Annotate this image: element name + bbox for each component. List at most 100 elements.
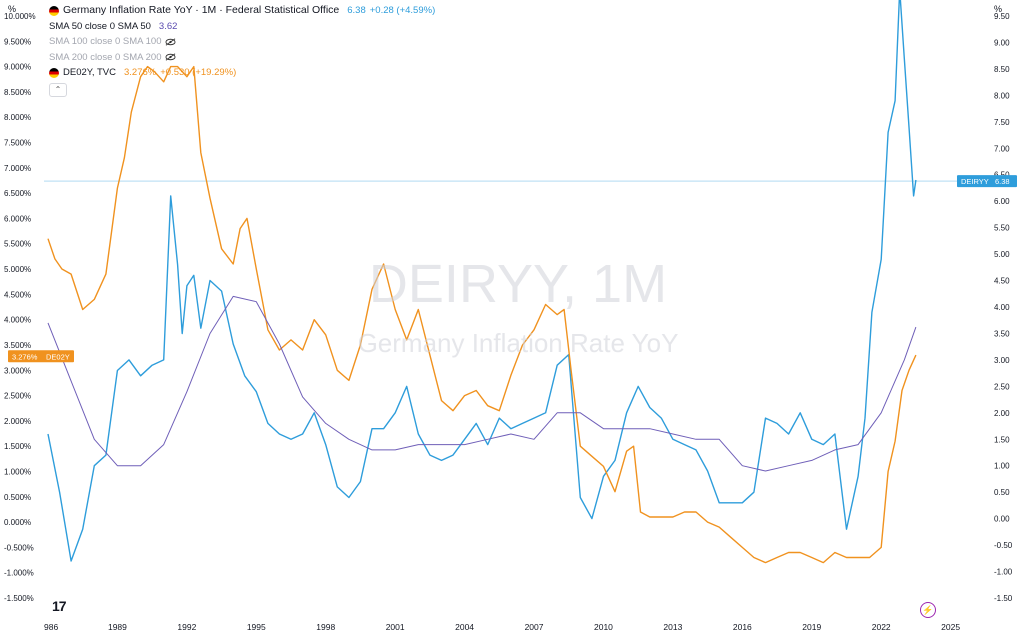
right-tick-label: 0.00 <box>994 515 1010 524</box>
series-line-de02y <box>47 65 917 564</box>
left-badge-label: DE02Y <box>46 352 70 361</box>
flash-icon[interactable]: ⚡ <box>920 602 936 618</box>
left-axis-unit: % <box>8 4 16 14</box>
left-tick-label: 10.000% <box>4 12 36 21</box>
x-tick-label: 1998 <box>316 622 335 632</box>
left-badge-value: 3.276% <box>12 352 38 361</box>
legend-de02y-change: +0.530 (+19.29%) <box>160 67 237 78</box>
right-tick-label: 8.00 <box>994 91 1010 100</box>
left-tick-label: 5.000% <box>4 265 31 274</box>
legend-sma200[interactable]: SMA 200 close 0 SMA 200 <box>49 50 435 66</box>
x-tick-label: 2022 <box>872 622 891 632</box>
left-tick-label: 0.500% <box>4 493 31 502</box>
x-tick-label: 1995 <box>247 622 266 632</box>
eye-hidden-icon[interactable] <box>165 53 177 61</box>
right-tick-label: 4.00 <box>994 303 1010 312</box>
axis-badges: 3.276% DE02Y DEIRYY 6.38 <box>8 175 1017 363</box>
tradingview-logo[interactable]: 17 <box>52 598 67 614</box>
right-tick-label: 3.00 <box>994 356 1010 365</box>
right-tick-label: 1.00 <box>994 462 1010 471</box>
x-tick-label: 2019 <box>802 622 821 632</box>
eye-hidden-icon[interactable] <box>165 38 177 46</box>
left-tick-label: 1.000% <box>4 467 31 476</box>
legend-main-title: Germany Inflation Rate YoY · 1M · Federa… <box>63 4 340 16</box>
germany-flag-icon <box>49 5 59 16</box>
legend: Germany Inflation Rate YoY · 1M · Federa… <box>49 3 435 97</box>
legend-sma100[interactable]: SMA 100 close 0 SMA 100 <box>49 34 435 50</box>
series-lines <box>44 0 988 564</box>
left-tick-label: -0.500% <box>4 543 34 552</box>
left-tick-label: 8.500% <box>4 88 31 97</box>
left-tick-label: 7.500% <box>4 139 31 148</box>
legend-sma100-name: SMA 100 close 0 SMA 100 <box>49 36 162 47</box>
legend-sma50-value: 3.62 <box>158 20 178 32</box>
left-price-axis[interactable]: 10.000% 9.500% 9.000% 8.500% 8.000% 7.500% 7.0… <box>4 12 36 603</box>
collapse-legend-chevron-up-icon[interactable]: ⌃ <box>49 82 67 97</box>
legend-de02y[interactable]: DE02Y, TVC 3.276% +0.530 (+19.29%) <box>49 65 435 81</box>
right-badge-label: DEIRYY <box>961 177 989 186</box>
right-tick-label: 7.00 <box>994 144 1010 153</box>
right-tick-label: 2.00 <box>994 409 1010 418</box>
left-tick-label: 9.500% <box>4 37 31 46</box>
right-tick-label: -1.00 <box>994 568 1013 577</box>
right-badge-value: 6.38 <box>995 177 1010 186</box>
x-tick-label: 2007 <box>525 622 544 632</box>
right-price-axis[interactable]: 9.509.008.508.007.507.006.506.005.505.00… <box>994 12 1013 603</box>
left-tick-label: 4.000% <box>4 316 31 325</box>
legend-sma50-name: SMA 50 close 0 SMA 50 <box>49 20 151 32</box>
x-tick-label: 2004 <box>455 622 474 632</box>
right-tick-label: 0.50 <box>994 488 1010 497</box>
x-tick-label: 2016 <box>733 622 752 632</box>
x-tick-label: 986 <box>44 622 58 632</box>
x-tick-label: 2001 <box>386 622 405 632</box>
left-badge-bg <box>8 350 74 363</box>
legend-main-change: +0.28 (+4.59%) <box>369 5 436 16</box>
right-tick-label: 4.50 <box>994 277 1010 286</box>
right-tick-label: 1.50 <box>994 435 1010 444</box>
legend-main-value: 6.38 <box>347 5 366 16</box>
left-tick-label: 3.000% <box>4 366 31 375</box>
x-tick-label: 2013 <box>663 622 682 632</box>
right-tick-label: 8.50 <box>994 65 1010 74</box>
germany-flag-icon <box>49 67 59 78</box>
right-badge-bg <box>957 175 1017 188</box>
left-tick-label: 8.000% <box>4 113 31 122</box>
right-tick-label: 5.00 <box>994 250 1010 259</box>
right-tick-label: -0.50 <box>994 541 1013 550</box>
time-axis[interactable]: 986 1989 1992 1995 1998 2001 2004 2007 2010 2013 2… <box>44 622 960 632</box>
right-tick-label: 2.50 <box>994 382 1010 391</box>
series-line-sma-50 <box>47 295 917 472</box>
x-tick-label: 2025 <box>941 622 960 632</box>
left-tick-label: -1.500% <box>4 594 34 603</box>
left-tick-label: 2.500% <box>4 392 31 401</box>
left-tick-label: 3.500% <box>4 341 31 350</box>
left-tick-label: 4.500% <box>4 290 31 299</box>
right-axis-unit: % <box>994 4 1002 14</box>
left-tick-label: 9.000% <box>4 63 31 72</box>
x-tick-label: 1989 <box>108 622 127 632</box>
left-tick-label: 2.000% <box>4 417 31 426</box>
right-tick-label: 9.50 <box>994 12 1010 21</box>
right-tick-label: 3.50 <box>994 329 1010 338</box>
watermark-symbol: DEIRYY, 1M <box>369 254 667 314</box>
legend-main[interactable]: Germany Inflation Rate YoY · 1M · Federa… <box>49 3 435 19</box>
left-tick-label: 0.000% <box>4 518 31 527</box>
right-tick-label: 9.00 <box>994 38 1010 47</box>
right-tick-label: 6.00 <box>994 197 1010 206</box>
right-tick-label: 7.50 <box>994 118 1010 127</box>
x-tick-label: 2010 <box>594 622 613 632</box>
left-tick-label: 5.500% <box>4 240 31 249</box>
legend-de02y-name: DE02Y, TVC <box>63 67 116 78</box>
legend-de02y-value: 3.276% <box>123 67 157 78</box>
watermark-name: Germany Inflation Rate YoY <box>358 328 679 358</box>
left-tick-label: 7.000% <box>4 164 31 173</box>
left-tick-label: 6.500% <box>4 189 31 198</box>
legend-sma50[interactable]: SMA 50 close 0 SMA 50 3.62 <box>49 19 435 35</box>
x-tick-label: 1992 <box>177 622 196 632</box>
left-tick-label: 1.500% <box>4 442 31 451</box>
legend-sma200-name: SMA 200 close 0 SMA 200 <box>49 51 162 63</box>
left-tick-label: 6.000% <box>4 214 31 223</box>
right-tick-label: 5.50 <box>994 224 1010 233</box>
right-tick-label: -1.50 <box>994 594 1013 603</box>
